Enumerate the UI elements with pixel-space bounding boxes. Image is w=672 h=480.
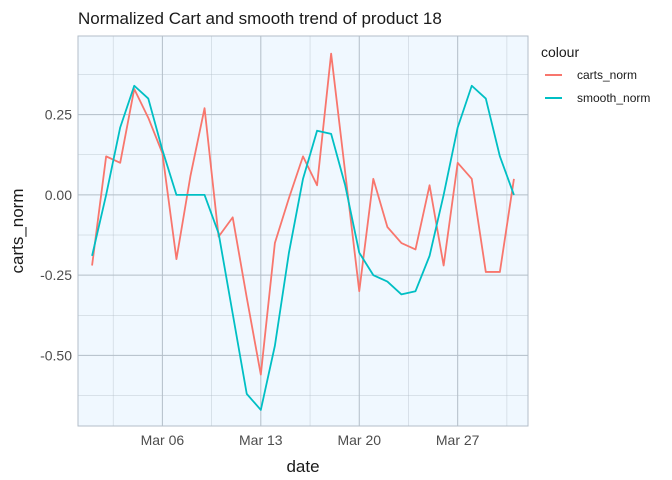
y-axis-label: carts_norm: [8, 188, 27, 273]
series-line-smooth_norm: [91, 84, 515, 411]
plot-panel: [77, 35, 529, 427]
series-line-carts_norm: [91, 52, 515, 376]
y-tick-label: 0.00: [45, 187, 72, 203]
x-axis-ticks: Mar 06 Mar 13 Mar 20 Mar 27: [141, 432, 480, 448]
x-tick-label: Mar 20: [337, 432, 381, 448]
y-tick-label: -0.25: [40, 267, 72, 283]
legend-label-smooth_norm: smooth_norm: [577, 91, 650, 105]
legend-title: colour: [541, 44, 579, 60]
x-tick-label: Mar 13: [239, 432, 283, 448]
x-axis-label: date: [286, 457, 319, 476]
y-tick-label: -0.50: [40, 347, 72, 363]
y-axis-ticks: 0.25 0.00 -0.25 -0.50: [40, 107, 72, 364]
series-layer: [91, 52, 515, 411]
legend-label-carts_norm: carts_norm: [577, 68, 637, 82]
legend-items: carts_norm smooth_norm: [545, 68, 650, 105]
x-tick-label: Mar 27: [436, 432, 480, 448]
plot-background: [77, 35, 529, 427]
x-tick-label: Mar 06: [141, 432, 185, 448]
chart-title: Normalized Cart and smooth trend of prod…: [78, 9, 442, 28]
y-tick-label: 0.25: [45, 107, 72, 123]
legend: colour carts_norm smooth_norm: [541, 44, 650, 105]
